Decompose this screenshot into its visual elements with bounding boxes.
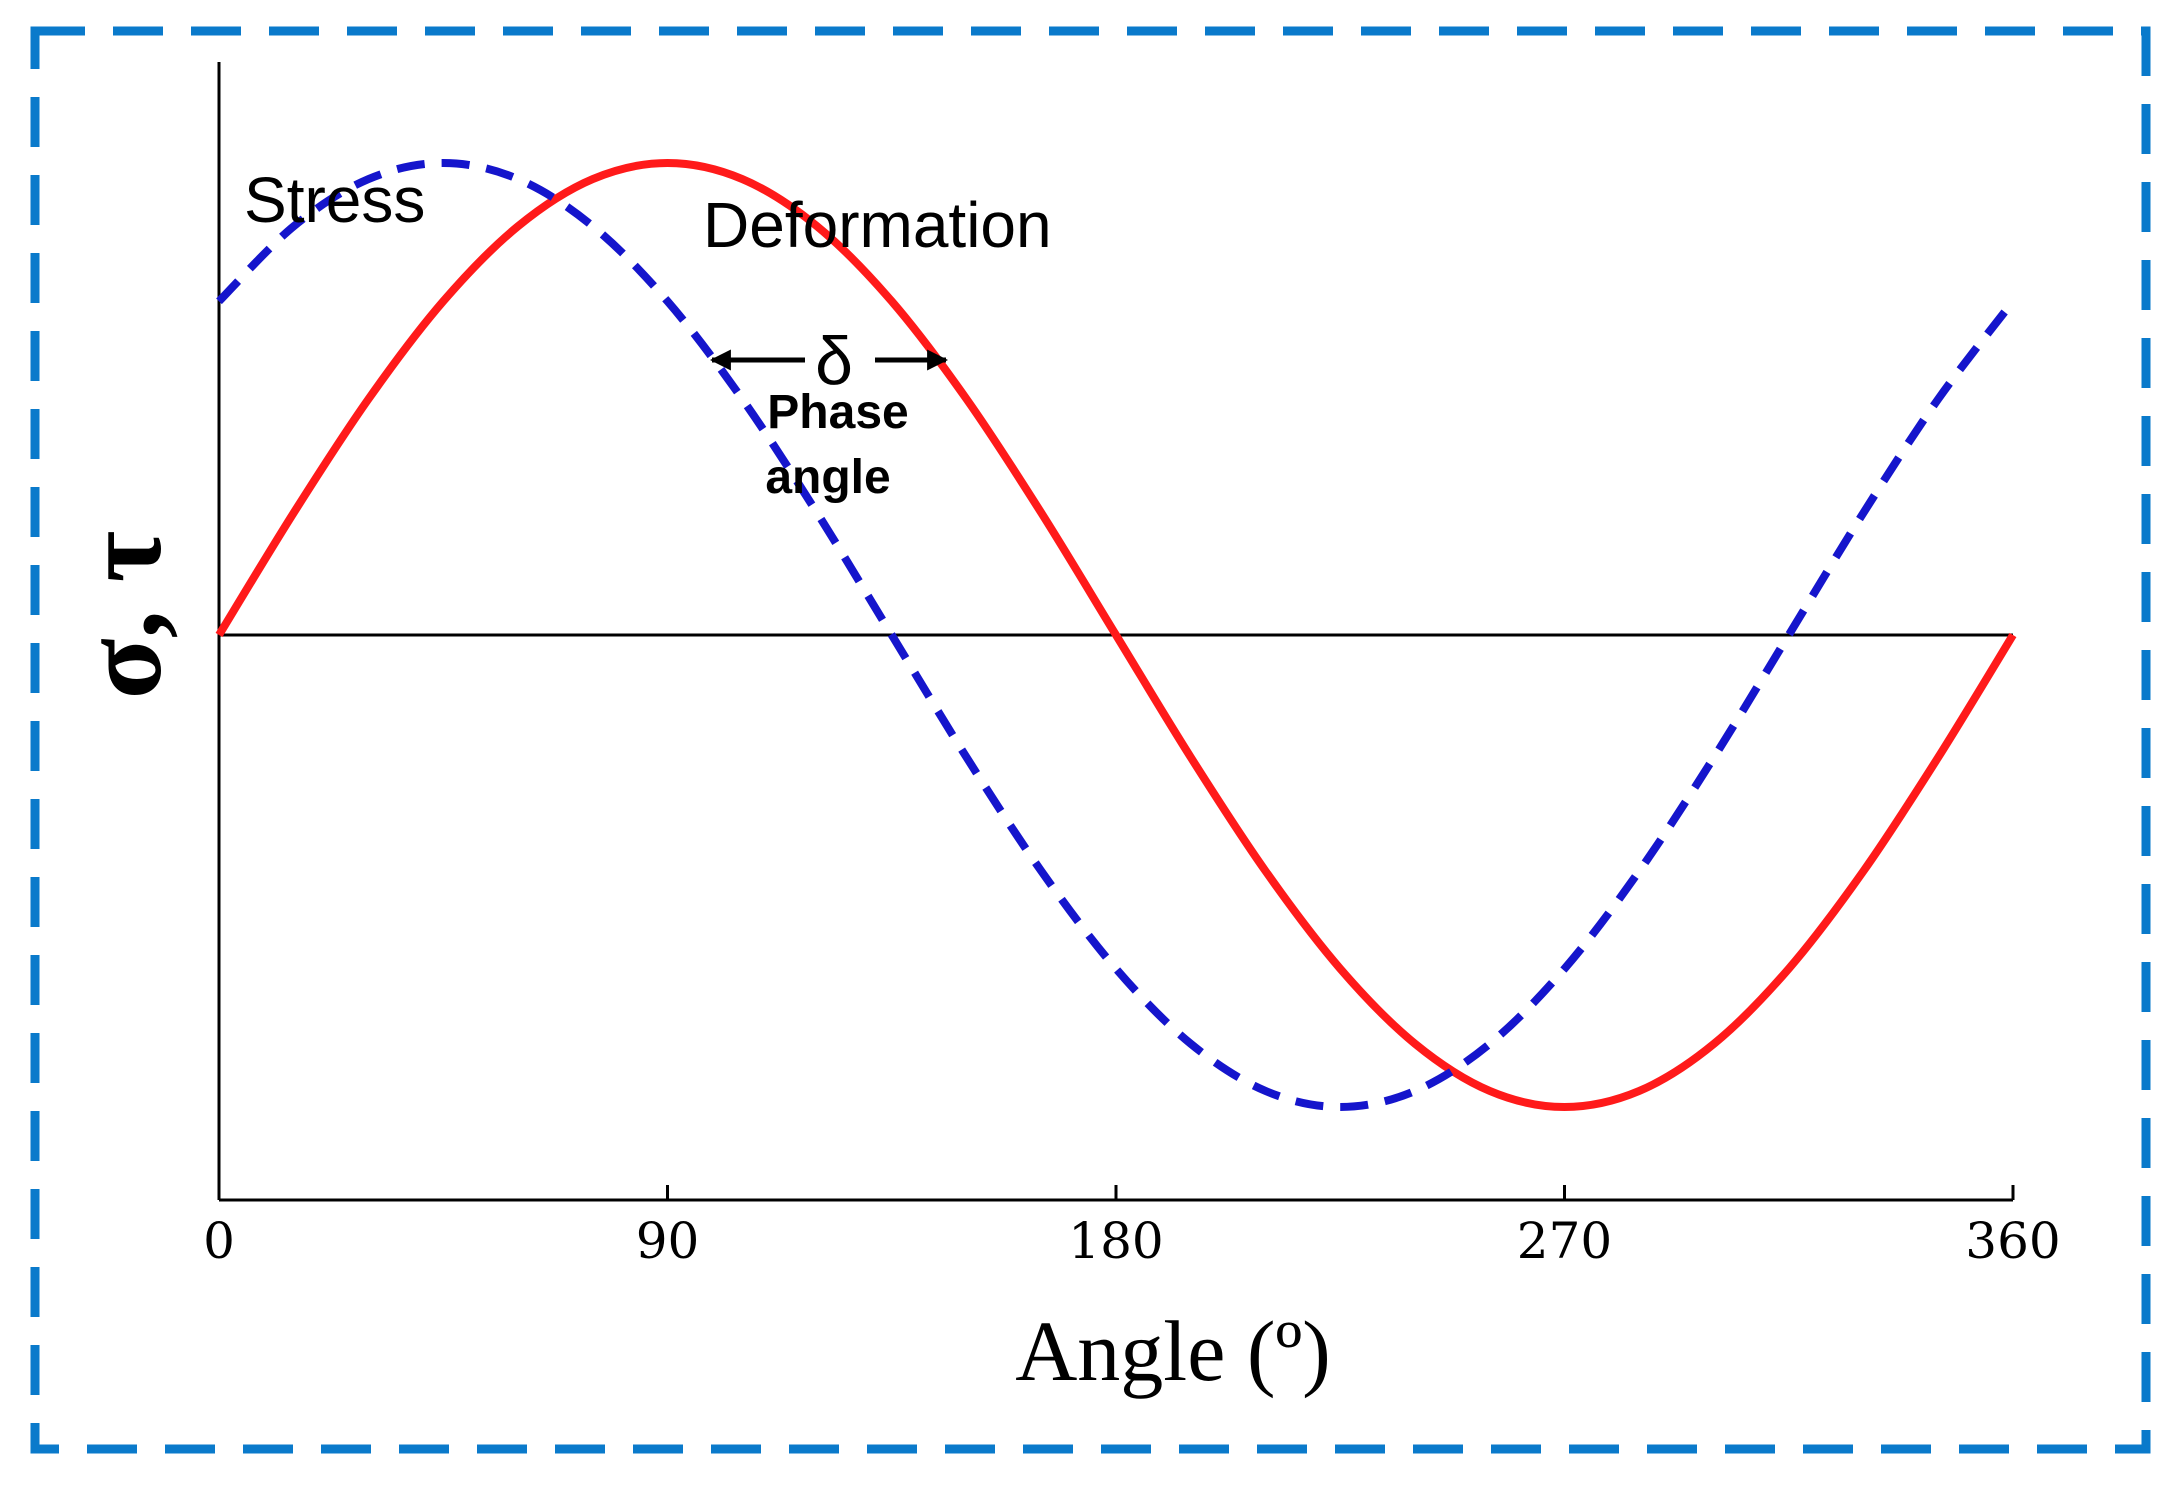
x-tick-label-0: 0 [203,1212,235,1270]
phase-angle-label-line2: angle [765,451,890,504]
figure-border [30,26,2151,1454]
phase-angle-label-line1: Phase [767,386,908,439]
deformation-label: Deformation [703,189,1052,261]
stress-series-line [216,158,2017,1112]
delta-symbol: δ [815,323,853,399]
x-tick-label-180: 180 [1068,1212,1163,1270]
deformation-series-line [215,159,2017,1111]
x-tick-label-90: 90 [636,1212,700,1270]
stress-label: Stress [244,164,425,236]
x-axis-label: Angle (º) [1015,1303,1331,1399]
x-tick-marks [217,1185,2015,1200]
x-tick-label-270: 270 [1517,1212,1612,1270]
x-tick-labels: 0 90 180 270 360 [203,1212,2061,1270]
y-axis-label: σ, τ [61,531,185,700]
x-tick-label-360: 360 [1965,1212,2060,1270]
